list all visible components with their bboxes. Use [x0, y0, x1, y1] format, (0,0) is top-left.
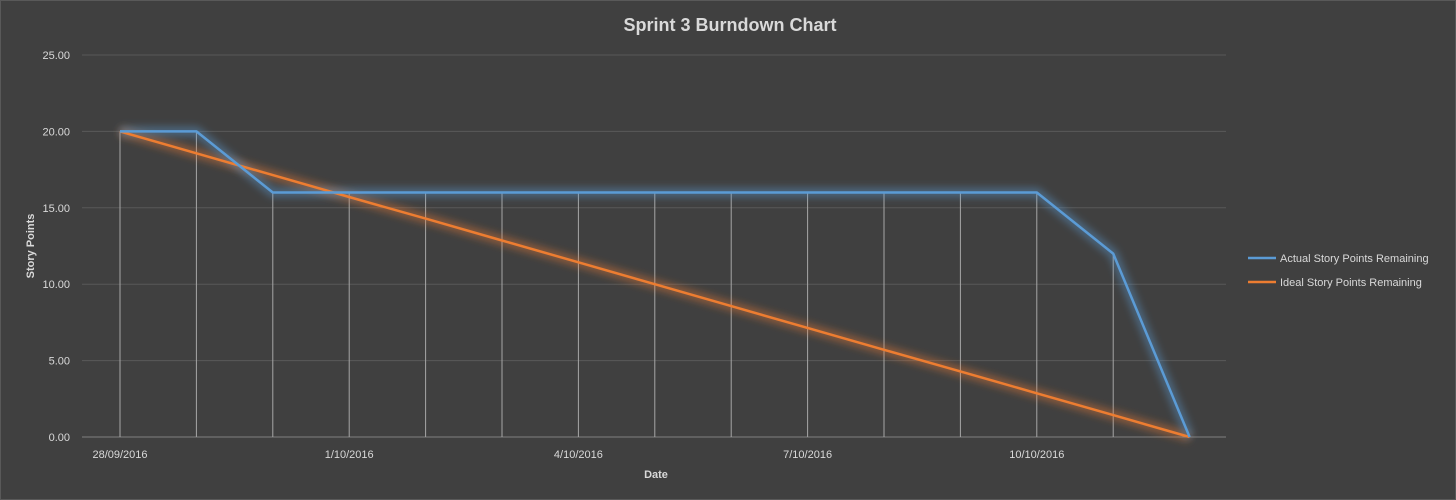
legend-label: Actual Story Points Remaining: [1280, 253, 1429, 265]
y-tick-label: 10.00: [42, 279, 70, 291]
y-tick-label: 15.00: [42, 203, 70, 215]
legend: Actual Story Points Remaining Ideal Story…: [1248, 253, 1429, 289]
y-tick-label: 0.00: [49, 432, 70, 444]
chart-title: Sprint 3 Burndown Chart: [624, 15, 837, 35]
series-line-actual: [120, 130, 1191, 438]
drop-lines: [119, 131, 1114, 437]
gridlines: [82, 54, 1226, 438]
x-tick-label: 28/09/2016: [92, 449, 147, 461]
y-axis-ticks: 0.00 5.00 10.00 15.00 20.00 25.00: [42, 50, 70, 444]
series-line-ideal: [119, 130, 1190, 439]
y-tick-label: 5.00: [49, 356, 70, 368]
y-tick-label: 25.00: [42, 50, 70, 62]
x-tick-label: 1/10/2016: [325, 449, 374, 461]
x-axis-ticks: 28/09/2016 1/10/2016 4/10/2016 7/10/2016 10/…: [92, 449, 1064, 461]
x-axis-title: Date: [644, 469, 668, 481]
y-tick-label: 20.00: [42, 126, 70, 138]
series-layer: [118, 126, 1194, 442]
x-tick-label: 10/10/2016: [1009, 449, 1064, 461]
legend-label: Ideal Story Points Remaining: [1280, 277, 1422, 289]
y-axis-title: Story Points: [25, 214, 37, 279]
x-tick-label: 4/10/2016: [554, 449, 603, 461]
x-tick-label: 7/10/2016: [783, 449, 832, 461]
